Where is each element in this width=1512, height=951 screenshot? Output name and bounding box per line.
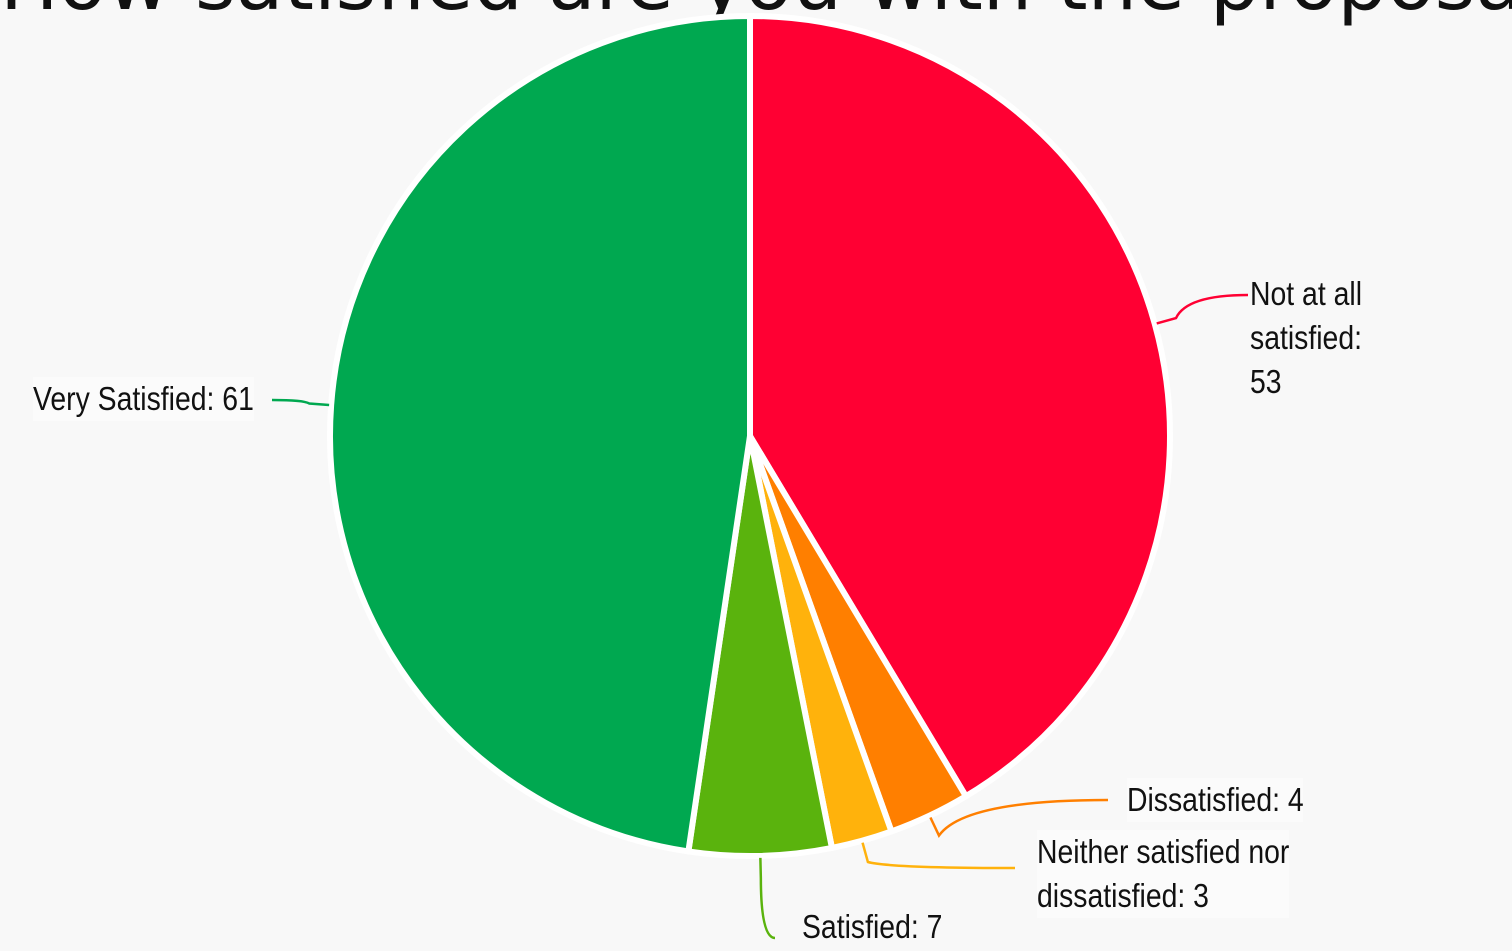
slice-label-dissatisfied: Dissatisfied: 4	[1127, 778, 1304, 822]
leader-line-satisfied	[759, 857, 776, 940]
slice-label-very-satisfied: Very Satisfied: 61	[33, 377, 254, 421]
pie-slice-not-at-all-satisfied	[747, 13, 1173, 800]
slice-label-neither: Neither satisfied nor dissatisfied: 3	[1037, 830, 1290, 918]
leader-line-dissatisfied	[929, 798, 1109, 839]
slice-label-not-at-all-satisfied: Not at all satisfied: 53	[1250, 275, 1363, 400]
leader-line-very-satisfied	[271, 398, 330, 407]
pie-slice-very-satisfied	[327, 13, 753, 855]
leader-line-neither	[861, 842, 1016, 870]
slice-label-satisfied: Satisfied: 7	[802, 908, 943, 945]
leader-line-not-at-all-satisfied	[1156, 293, 1249, 325]
